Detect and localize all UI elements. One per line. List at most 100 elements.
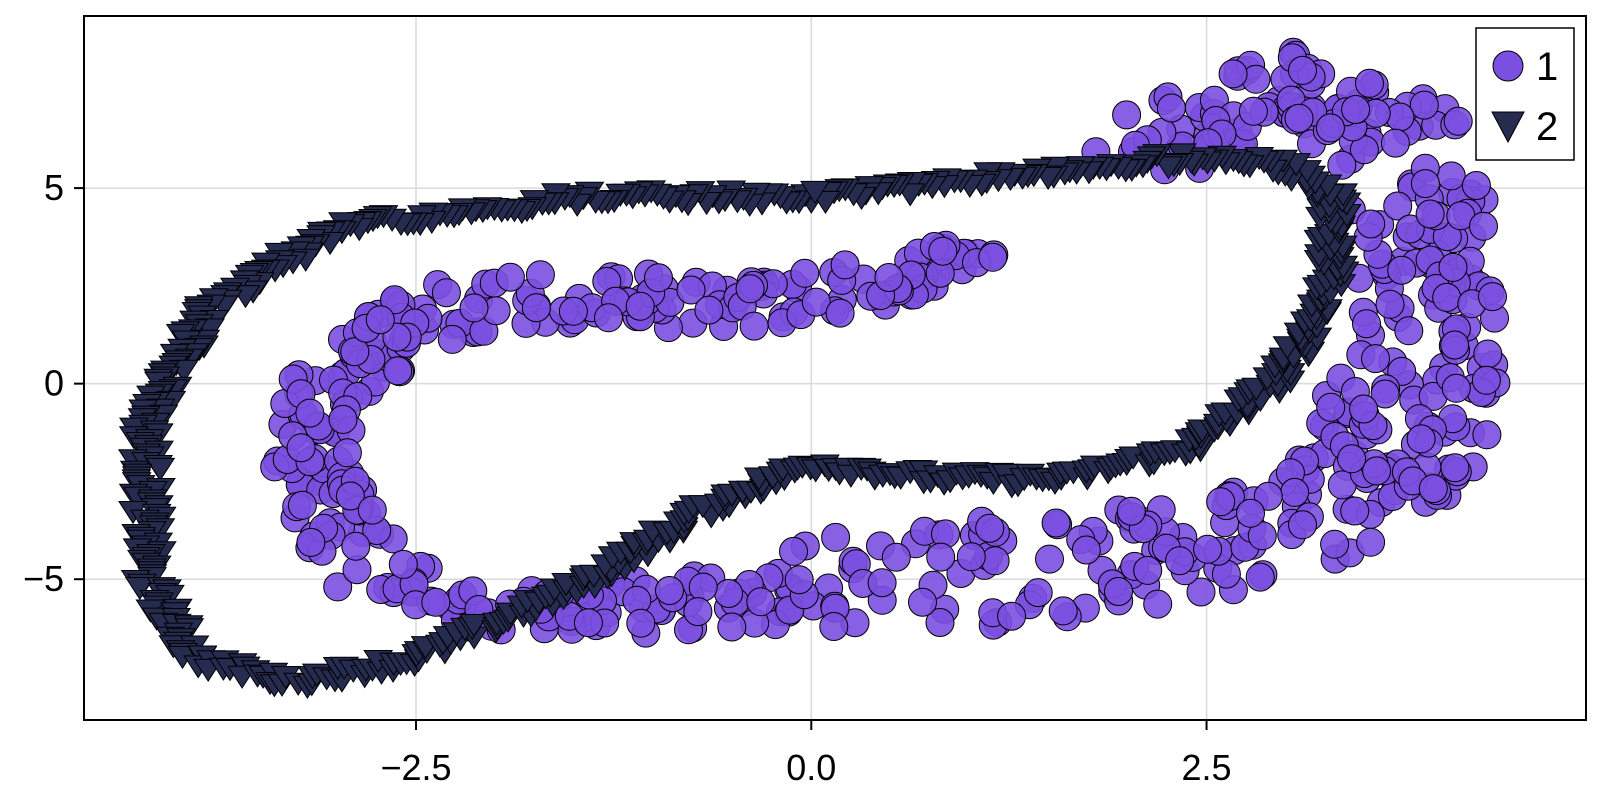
x-tick-label: 0.0	[786, 747, 836, 788]
series-1-point	[1395, 214, 1425, 244]
series-1-point	[676, 275, 706, 305]
series-1-point	[332, 438, 362, 468]
series-1-point	[717, 612, 747, 642]
series-1-point	[287, 490, 317, 520]
series-1-point	[1280, 477, 1310, 507]
series-1-point	[295, 398, 325, 428]
series-2-point	[124, 577, 155, 601]
series-1-point	[1247, 521, 1277, 551]
x-tick-label: −2.5	[380, 747, 451, 788]
series-1-point	[1349, 394, 1379, 424]
series-1-point	[683, 597, 713, 627]
legend-marker-2	[1491, 111, 1525, 144]
series-1-point	[1478, 282, 1507, 312]
series-1-point	[323, 572, 353, 602]
series-1-point	[1316, 392, 1346, 422]
series-1-point	[1355, 68, 1384, 98]
series-1-point	[1315, 113, 1345, 143]
series-1-point	[1440, 330, 1470, 360]
series-1-point	[997, 601, 1027, 631]
series-1-point	[1288, 510, 1317, 540]
series-1-point	[1352, 309, 1381, 339]
series-1-point	[881, 542, 911, 572]
series-1-point	[1284, 103, 1314, 133]
x-tick-label: 2.5	[1182, 747, 1232, 788]
series-1-point	[1133, 555, 1163, 585]
series-2-point	[800, 180, 830, 205]
series-1-point	[1337, 444, 1367, 474]
series-1-point	[1387, 255, 1417, 285]
series-1-point	[594, 303, 623, 333]
series-1-point	[825, 298, 855, 328]
series-1-point	[357, 495, 387, 525]
series-1-point	[1238, 96, 1268, 126]
legend-label-2: 2	[1536, 105, 1558, 149]
series-1-point	[1048, 596, 1078, 626]
series-1-point	[558, 296, 588, 326]
series-1-point	[779, 536, 808, 566]
series-1-point	[286, 433, 316, 463]
series-1-point	[1440, 453, 1470, 483]
series-1-point	[525, 260, 555, 290]
series-1-point	[296, 527, 326, 557]
series-1-point	[437, 324, 467, 354]
series-1-point	[1473, 339, 1503, 369]
series-1-point	[1116, 496, 1146, 526]
series-1-point	[1370, 379, 1400, 409]
series-1-point	[335, 481, 365, 511]
series-1-point	[1383, 191, 1413, 221]
legend-box	[1475, 27, 1575, 161]
series-1-point	[625, 291, 655, 321]
series-1-point	[340, 337, 370, 367]
axis-ticks: −2.5 0.0 2.5 −5 0 5	[23, 167, 1232, 788]
series-1-point	[1288, 55, 1317, 85]
series-1-point	[746, 587, 776, 617]
series-1-point	[1341, 95, 1371, 124]
series-1-point	[739, 311, 769, 341]
series-1-point	[365, 305, 395, 335]
series-1-point	[431, 278, 461, 308]
series-1-point	[1218, 59, 1248, 89]
series-2-point	[1153, 156, 1184, 180]
series-1-point	[978, 242, 1008, 272]
series-1-point	[867, 568, 897, 598]
y-tick-label: 5	[44, 167, 64, 208]
series-1-point	[1035, 544, 1064, 574]
series-1-point	[830, 250, 860, 280]
series-1-point	[1375, 289, 1405, 319]
series-1-point	[1443, 106, 1473, 136]
series-1-point	[573, 608, 603, 638]
y-tick-label: −5	[23, 558, 64, 599]
series-1-point	[644, 263, 673, 293]
series-1-point	[735, 274, 765, 304]
series-1-point	[1245, 562, 1275, 592]
series-1-point	[874, 263, 904, 292]
series-1-point	[784, 565, 814, 595]
series-1-point	[1327, 150, 1357, 180]
series-1-point	[1023, 578, 1053, 608]
series-1-point	[688, 572, 718, 602]
series-1-point	[1380, 128, 1410, 158]
series-1-point	[655, 576, 684, 605]
legend: 1 2	[1475, 27, 1575, 161]
series-1-point	[694, 295, 724, 325]
series-1-point	[421, 587, 451, 617]
series-1-point	[1104, 577, 1133, 606]
series-1-point	[925, 608, 955, 637]
series-1-point	[1415, 199, 1445, 229]
series-1-point	[1206, 487, 1236, 517]
series-1-point	[495, 262, 525, 292]
series-1-point	[1410, 169, 1440, 199]
series-1-point	[1253, 481, 1283, 511]
series-1-point	[714, 579, 744, 608]
series-1-point	[1472, 420, 1502, 450]
series-1-point	[1356, 209, 1386, 239]
series-1-point	[819, 612, 849, 641]
series-1-point	[801, 287, 831, 317]
series-1-point	[926, 542, 956, 572]
series-1-point	[1409, 90, 1439, 120]
series-1-point	[928, 236, 958, 266]
legend-marker-1	[1492, 50, 1524, 82]
series-1-point	[1041, 508, 1071, 538]
